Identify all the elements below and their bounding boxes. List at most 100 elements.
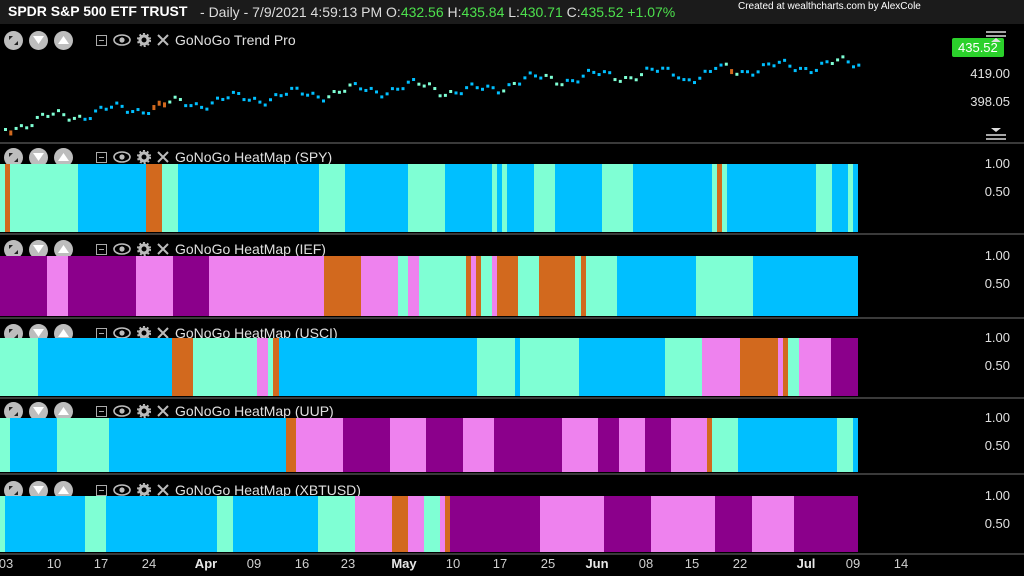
trend-bar	[401, 87, 405, 91]
gear-icon[interactable]	[137, 150, 151, 164]
move-down-button[interactable]	[29, 239, 48, 259]
heatmap-cell	[753, 256, 760, 316]
heatmap-cell	[26, 164, 32, 232]
eye-icon[interactable]	[113, 151, 131, 163]
maximize-pane-button[interactable]	[4, 480, 23, 500]
pane-divider[interactable]	[0, 473, 1024, 475]
maximize-pane-button[interactable]	[4, 323, 23, 343]
close-icon[interactable]	[157, 327, 169, 339]
heatmap-cell	[327, 338, 333, 396]
eye-icon[interactable]	[113, 243, 131, 255]
maximize-pane-button[interactable]	[4, 30, 23, 50]
pane-divider[interactable]	[0, 553, 1024, 555]
collapse-indicator-button[interactable]	[96, 34, 107, 46]
heatmap-cell	[136, 164, 142, 232]
heatmap-cell	[497, 496, 504, 552]
heatmap-cell	[733, 418, 739, 472]
trend-bar	[534, 74, 537, 78]
time-axis-label: 17	[492, 556, 508, 571]
heatmap-cell	[245, 164, 252, 232]
close-icon[interactable]	[157, 34, 169, 46]
maximize-pane-button[interactable]	[4, 147, 23, 167]
collapse-indicator-button[interactable]	[96, 484, 107, 496]
heatmap-cell	[381, 256, 388, 316]
trend-bar	[316, 95, 320, 99]
heatmap-cell	[201, 496, 208, 552]
heatmap-cell	[470, 256, 477, 316]
heatmap-cell	[681, 418, 687, 472]
heatmap-cell	[166, 418, 173, 472]
heatmap-strip-usci[interactable]	[0, 338, 859, 396]
gear-icon[interactable]	[137, 483, 151, 497]
move-down-button[interactable]	[29, 323, 48, 343]
heatmap-cell	[691, 338, 698, 396]
gear-icon[interactable]	[137, 33, 151, 47]
move-up-button[interactable]	[54, 239, 73, 259]
trend-bar	[852, 65, 855, 69]
maximize-pane-button[interactable]	[4, 239, 23, 259]
heatmap-cell	[130, 164, 137, 232]
move-up-button[interactable]	[54, 323, 73, 343]
gear-icon[interactable]	[137, 242, 151, 256]
eye-icon[interactable]	[113, 484, 131, 496]
trend-bar	[809, 71, 813, 75]
heatmap-cell	[391, 496, 398, 552]
heatmap-cell	[852, 164, 859, 232]
heatmap-cell	[68, 496, 75, 552]
move-down-button[interactable]	[29, 30, 48, 50]
collapse-indicator-button[interactable]	[96, 405, 107, 417]
heatmap-cell	[26, 256, 32, 316]
pane-divider[interactable]	[0, 317, 1024, 319]
eye-icon[interactable]	[113, 34, 131, 46]
heatmap-cell	[418, 338, 425, 396]
heatmap-cell	[773, 496, 780, 552]
axis-tick: 1.00	[984, 488, 1010, 503]
heatmap-cell	[561, 418, 568, 472]
pane-divider[interactable]	[0, 397, 1024, 399]
collapse-icon[interactable]	[986, 128, 1006, 140]
heatmap-cell	[713, 338, 720, 396]
close-icon[interactable]	[157, 151, 169, 163]
heatmap-cell	[426, 418, 433, 472]
heatmap-cell	[10, 496, 17, 552]
close-icon[interactable]	[157, 243, 169, 255]
heatmap-strip-uup[interactable]	[0, 418, 859, 472]
close-icon[interactable]	[157, 484, 169, 496]
heatmap-cell	[294, 338, 301, 396]
heatmap-cell	[176, 338, 183, 396]
heatmap-cell	[627, 338, 634, 396]
pane-divider[interactable]	[0, 142, 1024, 144]
heatmap-cell	[58, 338, 65, 396]
move-down-button[interactable]	[29, 480, 48, 500]
collapse-indicator-button[interactable]	[96, 151, 107, 163]
trend-bar	[804, 67, 808, 71]
heatmap-cell	[742, 256, 749, 316]
expand-icon[interactable]	[986, 30, 1006, 42]
heatmap-cell	[836, 496, 843, 552]
maximize-pane-button[interactable]	[4, 401, 23, 421]
move-down-button[interactable]	[29, 147, 48, 167]
collapse-indicator-button[interactable]	[96, 327, 107, 339]
pane-divider[interactable]	[0, 233, 1024, 235]
trend-bar	[836, 58, 840, 62]
heatmap-strip-xbtusd[interactable]	[0, 496, 859, 552]
move-up-button[interactable]	[54, 30, 73, 50]
move-down-button[interactable]	[29, 401, 48, 421]
trend-bar	[698, 76, 702, 80]
trend-chart[interactable]	[0, 40, 870, 140]
heatmap-cell	[643, 164, 650, 232]
triangle-down-icon	[33, 329, 44, 337]
move-up-button[interactable]	[54, 401, 73, 421]
move-up-button[interactable]	[54, 480, 73, 500]
heatmap-cell	[277, 164, 283, 232]
move-up-button[interactable]	[54, 147, 73, 167]
heatmap-cell	[805, 256, 812, 316]
heatmap-strip-spy[interactable]	[0, 164, 859, 232]
collapse-indicator-button[interactable]	[96, 243, 107, 255]
gear-icon[interactable]	[137, 404, 151, 418]
heatmap-cell	[609, 496, 615, 552]
close-icon[interactable]	[157, 405, 169, 417]
eye-icon[interactable]	[113, 405, 131, 417]
heatmap-cell	[449, 164, 456, 232]
heatmap-strip-ief[interactable]	[0, 256, 859, 316]
